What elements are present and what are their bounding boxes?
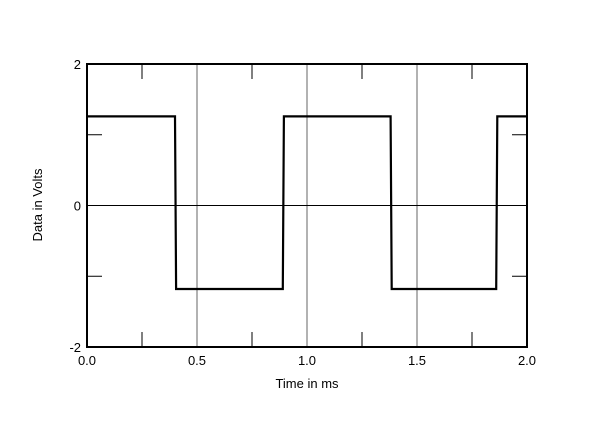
y-tick-label: 2 bbox=[74, 57, 81, 72]
x-tick-label: 0.0 bbox=[78, 353, 96, 368]
x-tick-label: 1.5 bbox=[408, 353, 426, 368]
series-line bbox=[87, 115, 527, 291]
x-axis-label: Time in ms bbox=[275, 376, 339, 391]
y-tick-label: 0 bbox=[74, 199, 81, 214]
minor-ticks bbox=[87, 64, 527, 347]
x-tick-label: 2.0 bbox=[518, 353, 536, 368]
grid bbox=[87, 64, 527, 347]
y-tick-labels: -2 0 2 bbox=[69, 57, 81, 355]
x-tick-labels: 0.0 0.5 1.0 1.5 2.0 bbox=[78, 353, 536, 368]
plot-frame bbox=[86, 63, 528, 348]
x-tick-label: 1.0 bbox=[298, 353, 316, 368]
x-tick-label: 0.5 bbox=[188, 353, 206, 368]
y-tick-label: -2 bbox=[69, 340, 81, 355]
y-axis-label: Data in Volts bbox=[30, 168, 45, 241]
